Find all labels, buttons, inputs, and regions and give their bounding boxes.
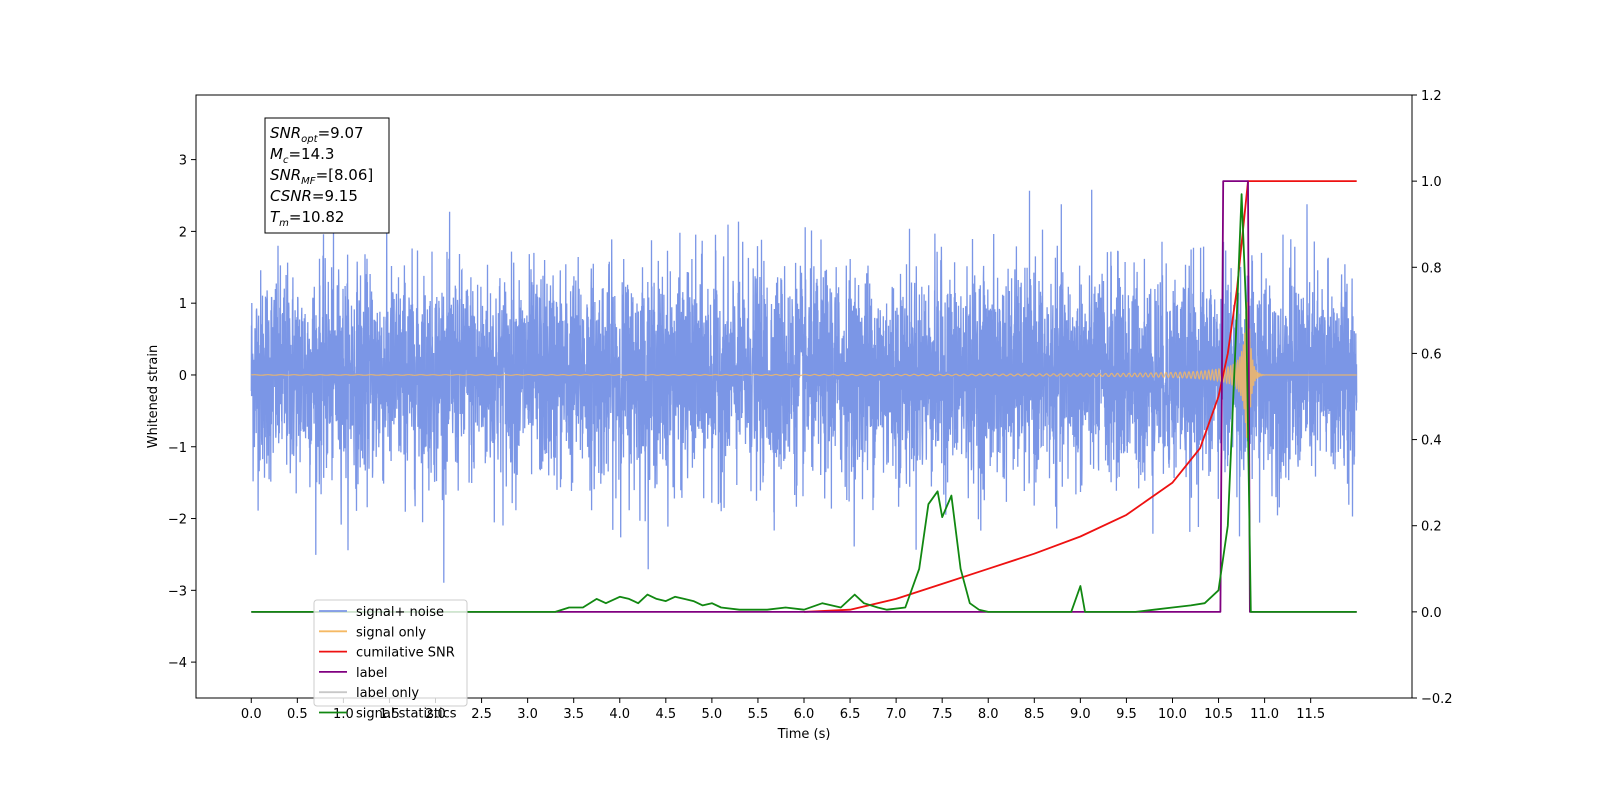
legend-frame [313, 599, 468, 707]
y2-tick-label: 0.0 [1421, 606, 1442, 621]
signal-noise-series [250, 189, 1358, 583]
x-tick-label: 2.0 [425, 707, 446, 722]
annotation-symbol: SNR [270, 124, 301, 142]
x-tick-label: 11.5 [1296, 707, 1325, 722]
y2-tick-label: −0.2 [1421, 692, 1453, 707]
annotation-subscript: m [279, 218, 289, 229]
annotation-line: SNRopt=9.07 [270, 124, 364, 145]
y-tick-label: 2 [179, 225, 187, 240]
x-axis-label: Time (s) [777, 727, 831, 742]
y2-tick-label: 0.2 [1421, 520, 1442, 535]
y-axis-label: Whitened strain [146, 345, 161, 448]
annotation-value: =10.82 [289, 208, 345, 226]
x-tick-label: 3.5 [563, 707, 584, 722]
x-tick-label: 0.5 [287, 707, 308, 722]
annotation-symbol: M [270, 145, 283, 163]
x-tick-label: 1.5 [379, 707, 400, 722]
x-tick-label: 0.0 [241, 707, 262, 722]
y-tick-label: −4 [168, 656, 187, 671]
y2-tick-label: 1.2 [1421, 89, 1442, 104]
legend-entry: signal+ noise [356, 605, 444, 620]
x-tick-label: 9.0 [1070, 707, 1091, 722]
annotation-line: CSNR=9.15 [270, 187, 358, 205]
x-tick-label: 4.0 [609, 707, 630, 722]
annotation-line: SNRMF=[8.06] [270, 166, 373, 187]
annotation-frame [264, 117, 390, 234]
ticks: 0.0 0.5 1.0 1.5 2.0 2.5 3.0 3.5 4.0 4.5 5.0 5.5 6.0 6… [168, 89, 1453, 722]
x-tick-label: 2.5 [471, 707, 492, 722]
y2-tick-label: 0.6 [1421, 347, 1442, 362]
annotation-value: =9.07 [318, 124, 364, 142]
annotation-box: SNRopt=9.07Mc=14.3SNRMF=[8.06]CSNR=9.15T… [264, 117, 390, 234]
signal-only-layer [251, 294, 1357, 438]
x-tick-label: 9.5 [1116, 707, 1137, 722]
right-axis-series-layer [251, 180, 1357, 613]
x-tick-label: 1.0 [333, 707, 354, 722]
annotation-line: Mc=14.3 [270, 145, 334, 166]
annotation-value: =[8.06] [316, 166, 374, 184]
x-tick-label: 5.5 [748, 707, 769, 722]
y-tick-label: −3 [168, 584, 187, 599]
x-tick-label: 4.5 [655, 707, 676, 722]
series-signal-statistics [251, 193, 1357, 613]
annotation-symbol: SNR [270, 166, 301, 184]
annotation-subscript: MF [301, 176, 316, 187]
annotation-value: =9.15 [312, 187, 358, 205]
y2-tick-label: 0.4 [1421, 434, 1442, 449]
x-tick-label: 8.0 [978, 707, 999, 722]
x-tick-label: 3.0 [517, 707, 538, 722]
legend[interactable]: signal+ noise signal only cumilative SNR la… [313, 599, 468, 722]
y2-tick-label: 1.0 [1421, 175, 1442, 190]
legend-entry: label only [356, 686, 419, 701]
y-tick-label: −1 [168, 441, 187, 456]
x-tick-label: 7.5 [932, 707, 953, 722]
x-tick-label: 10.5 [1204, 707, 1233, 722]
annotation-line: Tm=10.82 [270, 208, 344, 229]
annotation-subscript: c [283, 155, 289, 166]
legend-entry: cumilative SNR [356, 646, 455, 661]
x-tick-label: 5.0 [702, 707, 723, 722]
annotation-symbol: CSNR [270, 187, 312, 205]
series-cumilative-snr [803, 180, 1357, 613]
y-tick-label: 0 [179, 369, 187, 384]
legend-entry: signal statistics [356, 707, 457, 722]
annotation-subscript: opt [301, 134, 318, 145]
y-tick-label: −2 [168, 513, 187, 528]
y-tick-label: 1 [179, 297, 187, 312]
annotation-value: =14.3 [288, 145, 334, 163]
x-tick-label: 11.0 [1250, 707, 1279, 722]
legend-entry: label [356, 666, 387, 681]
signal-only-series [251, 294, 1357, 438]
y-tick-label: 3 [179, 154, 187, 169]
x-tick-label: 7.0 [886, 707, 907, 722]
signal-noise-layer [250, 189, 1358, 583]
legend-entry: signal only [356, 625, 426, 640]
x-tick-label: 6.0 [794, 707, 815, 722]
x-tick-label: 6.5 [840, 707, 861, 722]
x-tick-label: 8.5 [1024, 707, 1045, 722]
annotation-symbol: T [270, 208, 281, 226]
y2-tick-label: 0.8 [1421, 261, 1442, 276]
x-tick-label: 10.0 [1158, 707, 1187, 722]
